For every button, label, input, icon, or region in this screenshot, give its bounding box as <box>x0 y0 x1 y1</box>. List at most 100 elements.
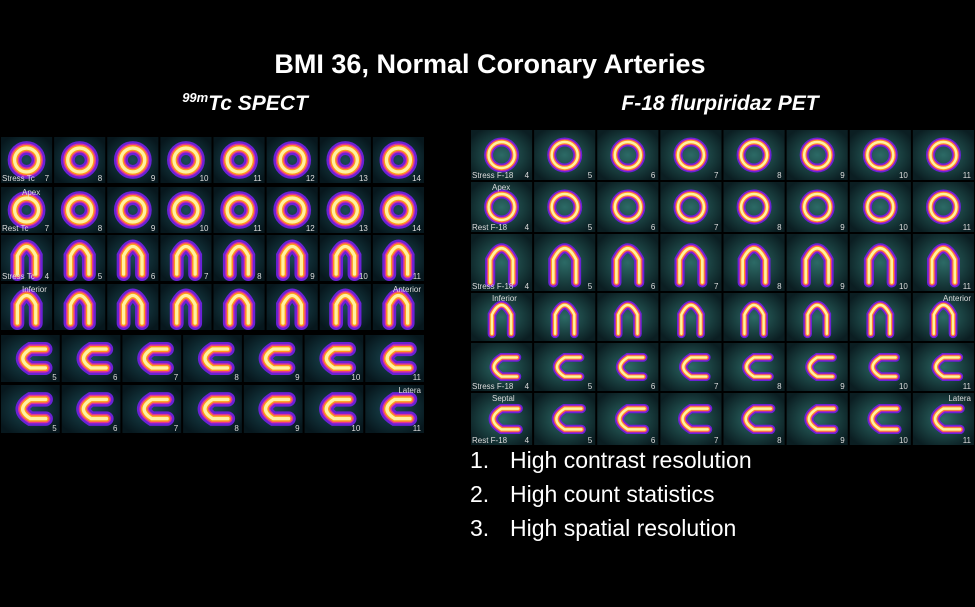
myocardium <box>866 140 895 170</box>
myocardium <box>15 244 38 276</box>
frame-number: 12 <box>306 224 315 233</box>
frame-number: 11 <box>963 382 972 391</box>
frame: 6 <box>597 234 659 291</box>
frame: 11 <box>365 335 424 382</box>
frame: 8 <box>723 182 785 232</box>
frame: 11 <box>912 182 974 232</box>
frame-bg <box>849 393 911 445</box>
frame: 7 <box>660 182 722 232</box>
frame: 10 <box>849 343 911 391</box>
myocardium <box>175 293 197 325</box>
myocardium <box>743 303 765 335</box>
frame-number: 10 <box>899 282 908 291</box>
frame: 7 <box>1 187 53 233</box>
myocardium <box>121 244 144 276</box>
frame-number: 9 <box>295 373 300 382</box>
myocardium <box>929 140 958 170</box>
myocardium <box>613 192 643 222</box>
myocardium <box>331 146 359 174</box>
orientation-label: Anterior <box>943 294 971 303</box>
myocardium <box>678 246 704 284</box>
frame-number: 8 <box>234 424 239 433</box>
myocardium <box>66 146 94 174</box>
frame-number: 8 <box>257 272 262 281</box>
frame: 4 <box>471 234 533 291</box>
frame <box>372 284 424 331</box>
frame: 11 <box>912 130 974 180</box>
row-label: Stress Tc <box>2 174 35 183</box>
myocardium <box>384 196 413 224</box>
spect-title-main: Tc SPECT <box>208 92 310 115</box>
frame-bg <box>660 343 722 391</box>
frame: 8 <box>183 335 242 382</box>
frame-number: 5 <box>588 382 593 391</box>
frame: 9 <box>266 235 318 282</box>
myocardium <box>802 192 832 222</box>
myocardium <box>550 140 579 170</box>
myocardium <box>488 246 515 284</box>
myocardium <box>12 146 41 174</box>
frame-bg <box>723 343 785 391</box>
myocardium <box>119 196 147 224</box>
frame-number: 9 <box>840 436 845 445</box>
frame <box>723 293 785 341</box>
frame: 9 <box>786 234 848 291</box>
list-item: High spatial resolution <box>510 515 736 541</box>
frame-number: 9 <box>151 224 156 233</box>
frame-number: 6 <box>651 223 656 232</box>
frame-number: 6 <box>651 382 656 391</box>
frame-number: 6 <box>651 436 656 445</box>
frame: 5 <box>534 343 596 391</box>
myocardium <box>21 397 48 421</box>
myocardium <box>281 293 304 325</box>
myocardium <box>680 303 702 335</box>
frame: 10 <box>304 385 364 433</box>
frame: 9 <box>107 137 159 183</box>
frame-number: 10 <box>200 224 209 233</box>
myocardium <box>487 140 516 170</box>
myocardium <box>68 244 91 276</box>
frame: 11 <box>912 234 974 291</box>
frame-bg <box>849 293 911 341</box>
myocardium <box>676 192 706 222</box>
myocardium <box>387 244 410 276</box>
frame-number: 8 <box>777 282 782 291</box>
frame-number: 4 <box>525 436 530 445</box>
frame: 11 <box>912 393 974 445</box>
myocardium <box>802 140 832 170</box>
frame-number: 4 <box>525 282 530 291</box>
row-label: Stress F-18 <box>472 382 514 391</box>
frame-number: 5 <box>52 373 57 382</box>
myocardium <box>618 356 645 378</box>
frame-number: 8 <box>777 171 782 180</box>
pet-title: F-18 flurpiridaz PET <box>621 92 820 115</box>
myocardium <box>490 303 513 335</box>
frame <box>1 284 53 331</box>
frame <box>471 293 533 341</box>
myocardium <box>12 196 41 224</box>
frame-number: 7 <box>174 373 179 382</box>
frame-bg <box>660 234 722 291</box>
frame: 6 <box>597 130 659 180</box>
myocardium <box>384 146 413 174</box>
frame: 13 <box>319 187 371 233</box>
frame: 4 <box>471 393 533 445</box>
frame-number: 8 <box>98 174 103 183</box>
myocardium <box>739 192 769 222</box>
myocardium <box>682 356 708 378</box>
frame: 5 <box>534 234 596 291</box>
myocardium <box>142 397 169 421</box>
slide-title: BMI 36, Normal Coronary Arteries <box>274 49 705 79</box>
frame-number: 12 <box>306 174 315 183</box>
frame-number: 8 <box>234 373 239 382</box>
orientation-label: Inferior <box>22 285 47 294</box>
myocardium <box>142 347 169 370</box>
frame: 9 <box>786 343 848 391</box>
myocardium <box>929 192 958 222</box>
myocardium <box>867 246 894 284</box>
frame-number: 5 <box>588 282 593 291</box>
frame: 12 <box>266 137 318 183</box>
spect-title-sup: 99m <box>182 90 208 105</box>
frame <box>160 284 212 331</box>
frame-number: 7 <box>45 224 50 233</box>
